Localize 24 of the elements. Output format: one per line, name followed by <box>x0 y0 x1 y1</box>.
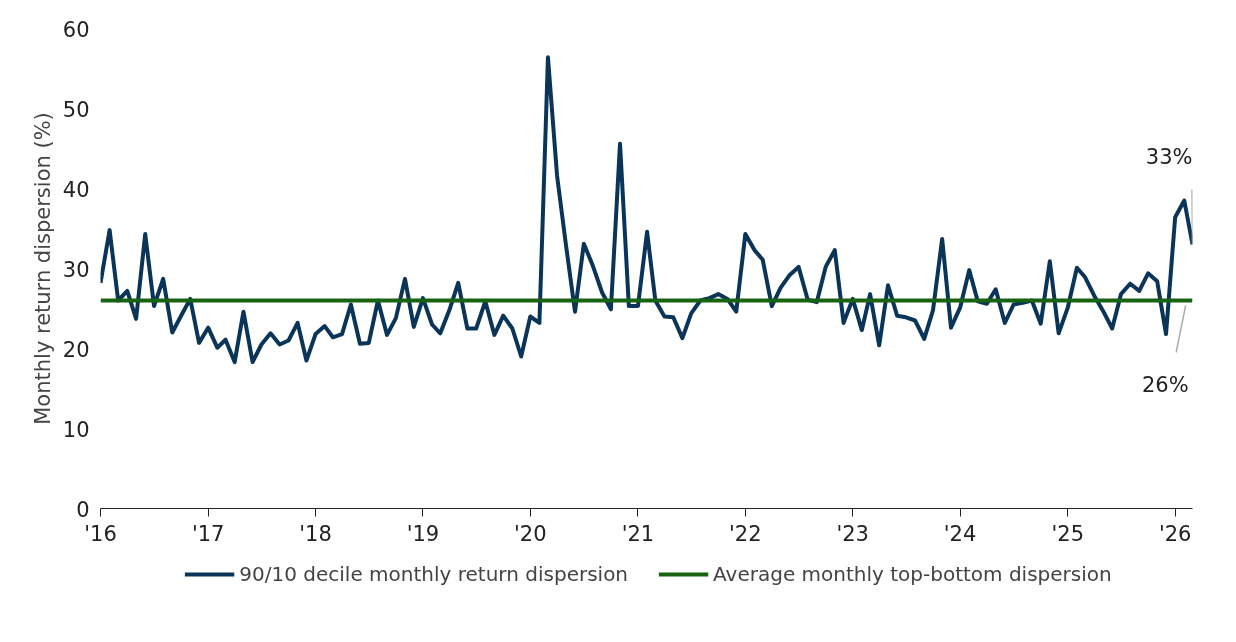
x-tick-label: '16 <box>84 521 117 546</box>
x-tick-label: '22 <box>729 521 762 546</box>
y-tick-label: 50 <box>62 97 90 122</box>
legend-label: 90/10 decile monthly return dispersion <box>239 562 629 586</box>
x-tick-label: '17 <box>191 521 225 546</box>
x-tick-label: '25 <box>1051 521 1085 546</box>
x-tick-label: '26 <box>1158 521 1192 546</box>
x-tick-label: '21 <box>621 521 655 546</box>
y-tick-label: 60 <box>62 17 90 42</box>
y-tick-label: 0 <box>76 497 90 522</box>
y-tick-label: 10 <box>62 417 90 442</box>
y-axis-title: Monthly return dispersion (%) <box>30 112 55 425</box>
annotation: 33% <box>1145 144 1193 169</box>
y-tick-label: 30 <box>62 257 90 282</box>
annotation: 26% <box>1141 372 1189 397</box>
y-tick-label: 40 <box>62 177 90 202</box>
x-tick-label: '24 <box>943 521 977 546</box>
line-series <box>100 55 1193 365</box>
x-tick-label: '19 <box>406 521 440 546</box>
x-tick-label: '23 <box>836 521 869 546</box>
x-tick-label: '20 <box>514 521 547 546</box>
legend-label: Average monthly top-bottom dispersion <box>713 562 1112 586</box>
x-tick-label: '18 <box>299 521 332 546</box>
y-tick-label: 20 <box>62 337 90 362</box>
